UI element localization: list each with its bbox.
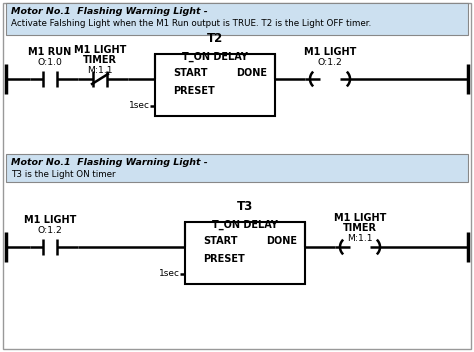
Text: M:1.1: M:1.1: [347, 234, 373, 243]
Text: 1sec: 1sec: [129, 101, 150, 111]
Text: DONE: DONE: [236, 68, 267, 78]
Bar: [185, 222, 305, 284]
Text: M:1.1: M:1.1: [87, 66, 113, 75]
Text: O:1.2: O:1.2: [318, 58, 342, 67]
Text: T_ON DELAY: T_ON DELAY: [212, 220, 278, 230]
Text: M1 LIGHT: M1 LIGHT: [304, 47, 356, 57]
Text: T2: T2: [207, 32, 223, 45]
Text: Activate Falshing Light when the M1 Run output is TRUE. T2 is the Light OFF time: Activate Falshing Light when the M1 Run …: [11, 19, 371, 28]
Text: T_ON DELAY: T_ON DELAY: [182, 52, 248, 62]
Text: O:1.2: O:1.2: [37, 226, 63, 235]
Text: TIMER: TIMER: [343, 223, 377, 233]
Text: T3 is the Light ON timer: T3 is the Light ON timer: [11, 170, 116, 179]
Text: PRESET: PRESET: [173, 86, 215, 96]
Bar: [155, 54, 275, 116]
Text: M1 LIGHT: M1 LIGHT: [24, 215, 76, 225]
Text: START: START: [203, 236, 237, 246]
Text: DONE: DONE: [266, 236, 297, 246]
Text: START: START: [173, 68, 208, 78]
Text: PRESET: PRESET: [203, 254, 245, 264]
Text: Motor No.1  Flashing Warning Light -: Motor No.1 Flashing Warning Light -: [11, 7, 208, 16]
Text: T3: T3: [237, 200, 253, 213]
Bar: [6, 154, 468, 182]
Text: TIMER: TIMER: [83, 55, 117, 65]
Text: M1 LIGHT: M1 LIGHT: [334, 213, 386, 223]
Bar: [6, 3, 468, 35]
Text: M1 LIGHT: M1 LIGHT: [74, 45, 126, 55]
Text: 1sec: 1sec: [159, 270, 180, 278]
Text: O:1.0: O:1.0: [37, 58, 63, 67]
Text: Motor No.1  Flashing Warning Light -: Motor No.1 Flashing Warning Light -: [11, 158, 208, 167]
Text: M1 RUN: M1 RUN: [28, 47, 72, 57]
